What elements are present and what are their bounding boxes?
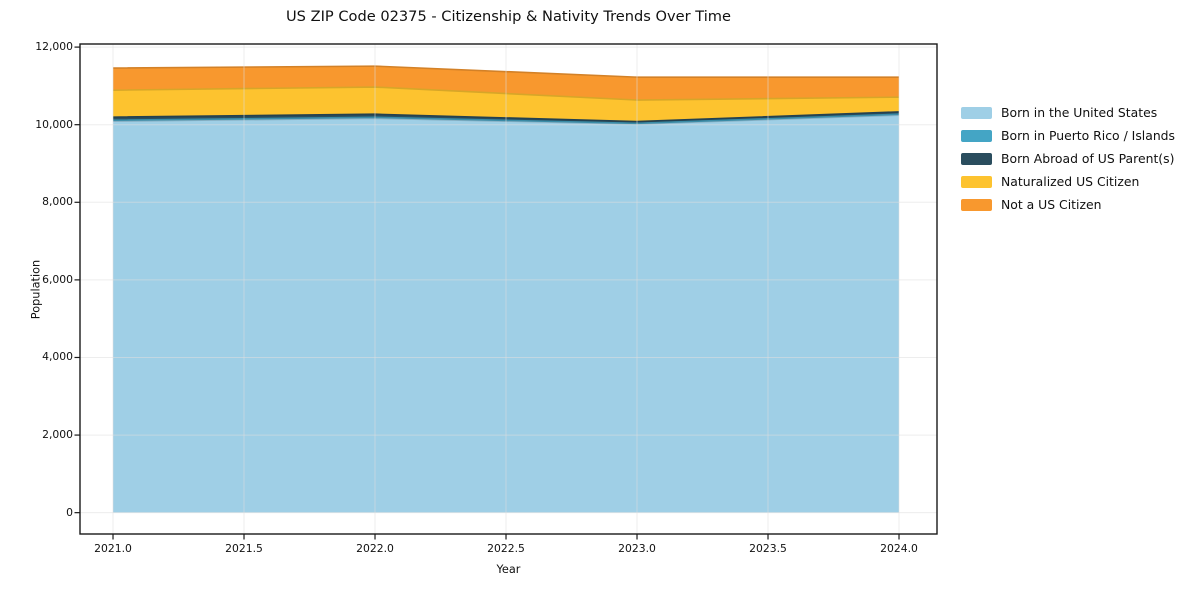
x-tick-label: 2023.5 <box>749 542 787 555</box>
legend-label: Not a US Citizen <box>1001 197 1102 212</box>
x-tick-label: 2021.5 <box>225 542 263 555</box>
legend-label: Born in the United States <box>1001 105 1158 120</box>
y-tick-label: 10,000 <box>35 117 73 131</box>
y-tick-label: 12,000 <box>35 40 73 54</box>
legend-item: Naturalized US Citizen <box>961 170 1175 193</box>
x-tick-label: 2022.5 <box>487 542 525 555</box>
legend-item: Born Abroad of US Parent(s) <box>961 147 1175 170</box>
legend-swatch-icon <box>961 152 992 165</box>
legend: Born in the United States Born in Puerto … <box>961 101 1175 216</box>
legend-item: Born in Puerto Rico / Islands <box>961 124 1175 147</box>
legend-swatch-icon <box>961 106 992 119</box>
legend-label: Born in Puerto Rico / Islands <box>1001 128 1176 143</box>
y-tick-label: 0 <box>66 505 73 519</box>
legend-item: Not a US Citizen <box>961 193 1175 216</box>
legend-swatch-icon <box>961 175 992 188</box>
x-tick-label: 2022.0 <box>356 542 394 555</box>
y-tick-label: 2,000 <box>42 428 73 442</box>
legend-swatch-icon <box>961 129 992 142</box>
x-axis-label: Year <box>496 563 521 576</box>
x-tick-label: 2023.0 <box>618 542 656 555</box>
y-tick-label: 6,000 <box>42 272 73 286</box>
legend-label: Naturalized US Citizen <box>1001 174 1140 189</box>
legend-item: Born in the United States <box>961 101 1175 124</box>
legend-label: Born Abroad of US Parent(s) <box>1001 151 1175 166</box>
x-tick-label: 2024.0 <box>880 542 918 555</box>
y-axis-label: Population <box>29 259 43 320</box>
y-tick-label: 4,000 <box>42 350 73 364</box>
x-tick-label: 2021.0 <box>94 542 132 555</box>
y-tick-label: 8,000 <box>42 195 73 209</box>
legend-swatch-icon <box>961 198 992 211</box>
axes-spines <box>79 43 938 535</box>
chart-title: US ZIP Code 02375 - Citizenship & Nativi… <box>286 8 731 25</box>
